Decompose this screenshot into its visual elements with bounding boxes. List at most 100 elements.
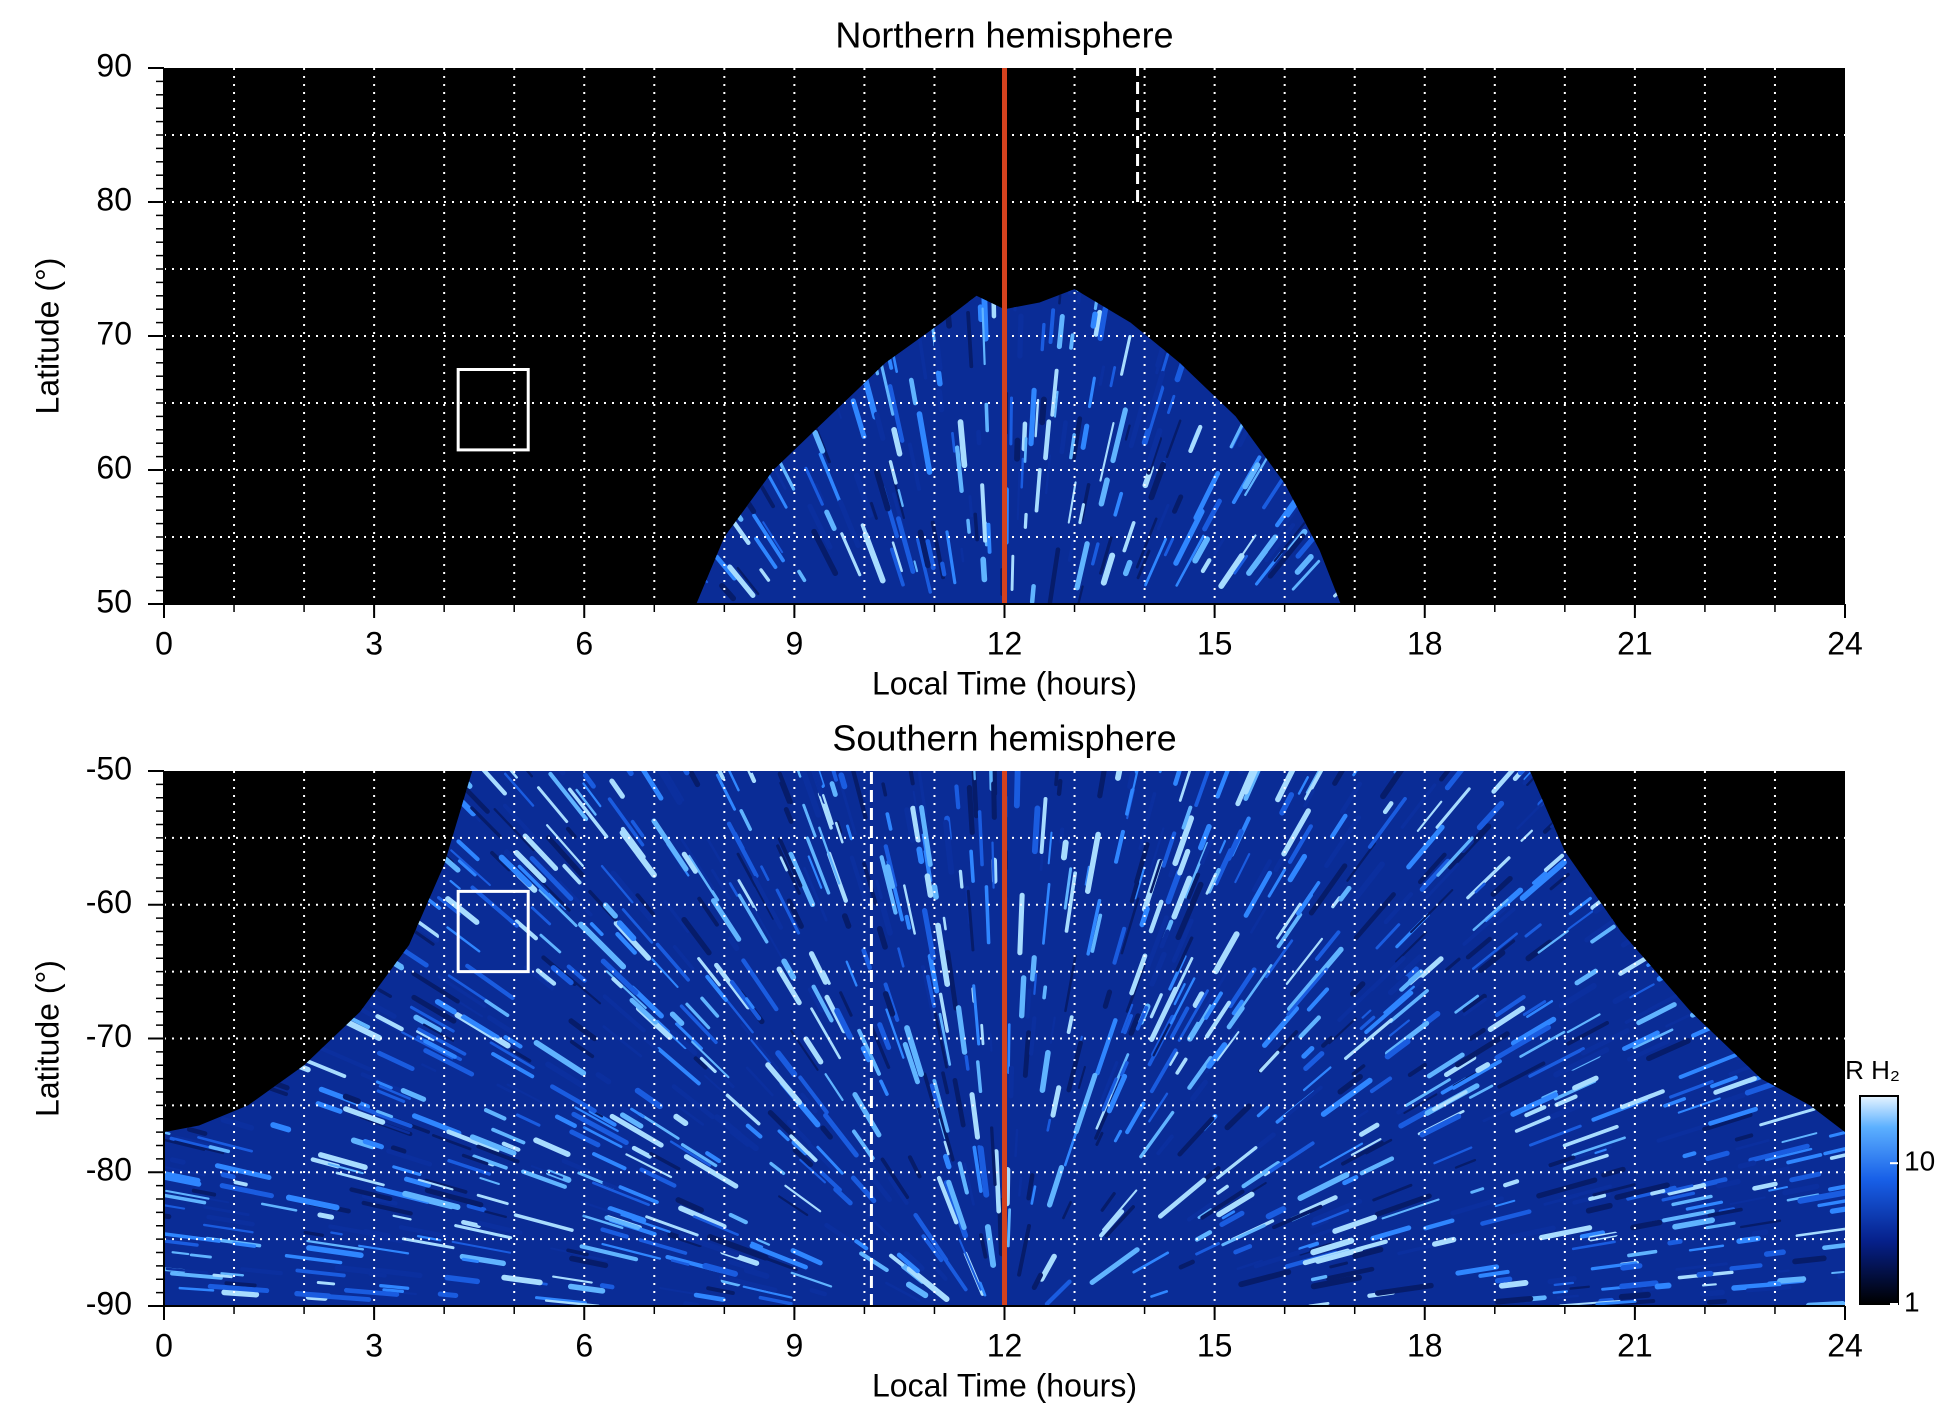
emission-streak — [937, 344, 940, 369]
emission-streak — [1064, 843, 1066, 858]
emission-streak — [411, 737, 449, 776]
emission-streak — [1840, 1275, 1858, 1277]
emission-streak — [1778, 1271, 1789, 1272]
emission-streak — [371, 1274, 385, 1276]
emission-streak — [1044, 987, 1045, 997]
emission-streak — [1498, 1279, 1510, 1281]
x-tick-label: 9 — [785, 1327, 803, 1363]
emission-streak — [883, 784, 885, 795]
emission-streak — [1754, 1232, 1765, 1234]
colorbar — [1860, 1096, 1898, 1304]
emission-streak — [986, 405, 987, 431]
emission-streak — [1011, 398, 1012, 444]
emission-streak — [1224, 35, 1233, 70]
emission-streak — [1622, 1295, 1648, 1297]
y-tick-label: 90 — [96, 47, 132, 83]
y-tick-label: -50 — [86, 750, 132, 786]
y-tick-label: 80 — [96, 181, 132, 217]
x-tick-label: 15 — [1197, 625, 1233, 661]
emission-streak — [132, 762, 164, 783]
emission-streak — [1012, 556, 1013, 589]
y-tick-label: 60 — [96, 449, 132, 485]
emission-streak — [666, 735, 687, 772]
emission-streak — [581, 23, 604, 71]
emission-streak — [1795, 1258, 1824, 1261]
emission-streak — [907, 917, 909, 928]
y-tick-label: -70 — [86, 1018, 132, 1054]
emission-streak — [1498, 1299, 1531, 1302]
emission-streak — [1045, 422, 1048, 458]
emission-streak — [1019, 1178, 1021, 1195]
x-tick-label: 3 — [365, 625, 383, 661]
emission-streak — [1093, 314, 1095, 326]
emission-streak — [1732, 1265, 1761, 1268]
emission-streak — [1017, 441, 1018, 459]
emission-streak — [440, 1294, 456, 1295]
emission-streak — [761, 40, 770, 71]
emission-streak — [966, 1057, 968, 1069]
emission-streak — [1819, 37, 1853, 71]
emission-streak — [1398, 32, 1416, 70]
emission-streak — [284, 740, 325, 774]
emission-streak — [986, 887, 988, 943]
emission-streak — [1022, 978, 1024, 1016]
emission-streak — [1059, 317, 1062, 347]
emission-streak — [975, 514, 977, 539]
x-tick-label: 12 — [987, 1327, 1023, 1363]
emission-streak — [1699, 1274, 1711, 1275]
emission-streak — [942, 564, 944, 575]
x-tick-label: 0 — [155, 1327, 173, 1363]
y-tick-label: -80 — [86, 1152, 132, 1188]
emission-streak — [609, 740, 631, 774]
emission-streak — [1025, 438, 1026, 461]
emission-streak — [996, 1152, 999, 1212]
emission-streak — [1032, 586, 1033, 602]
emission-streak — [1502, 1283, 1526, 1286]
emission-streak — [321, 55, 333, 69]
emission-streak — [1025, 515, 1026, 528]
x-tick-label: 15 — [1197, 1327, 1233, 1363]
emission-streak — [224, 1292, 256, 1294]
x-tick-label: 12 — [987, 625, 1023, 661]
emission-streak — [962, 549, 963, 561]
y-tick-label: -90 — [86, 1285, 132, 1321]
emission-streak — [1344, 50, 1353, 71]
emission-streak — [1657, 1286, 1668, 1287]
emission-streak — [297, 1294, 329, 1296]
emission-streak — [1186, 17, 1198, 70]
emission-streak — [338, 1268, 374, 1272]
emission-streak — [1059, 781, 1060, 794]
y-tick-label: 50 — [96, 583, 132, 619]
emission-streak — [979, 432, 980, 443]
emission-streak — [417, 28, 446, 72]
x-tick-label: 6 — [575, 1327, 593, 1363]
emission-streak — [1126, 563, 1130, 574]
emission-streak — [841, 775, 844, 786]
panel-title: Northern hemisphere — [835, 15, 1173, 56]
emission-streak — [1622, 1283, 1656, 1286]
emission-streak — [1394, 734, 1420, 773]
x-tick-label: 21 — [1617, 1327, 1653, 1363]
emission-streak — [1071, 335, 1072, 347]
emission-streak — [1028, 990, 1030, 1016]
x-tick-label: 24 — [1827, 1327, 1863, 1363]
emission-streak — [1061, 830, 1062, 842]
emission-streak — [384, 1290, 403, 1292]
emission-streak — [820, 39, 827, 71]
x-axis-label: Local Time (hours) — [872, 665, 1137, 701]
emission-streak — [1550, 1279, 1574, 1282]
y-tick-label: 70 — [96, 315, 132, 351]
emission-streak — [154, 1214, 169, 1216]
emission-streak — [1017, 753, 1018, 806]
emission-streak — [1842, 314, 1867, 331]
emission-streak — [1558, 1296, 1578, 1298]
emission-streak — [1241, 716, 1264, 771]
emission-streak — [1130, 774, 1133, 787]
emission-streak — [1042, 325, 1044, 350]
emission-streak — [542, 745, 563, 773]
emission-streak — [982, 1025, 983, 1044]
emission-streak — [404, 741, 435, 772]
emission-streak — [1709, 1301, 1725, 1302]
colorbar-tick-label: 10 — [1904, 1146, 1935, 1177]
emission-streak — [919, 850, 921, 862]
